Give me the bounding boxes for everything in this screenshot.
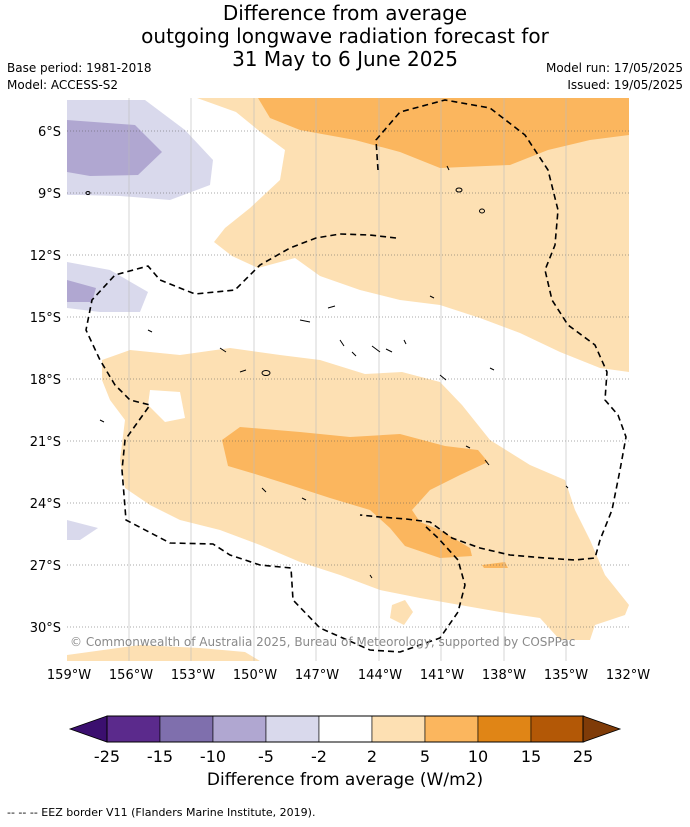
lat-label: 6°S (38, 125, 61, 140)
lon-label: 150°W (233, 668, 277, 683)
white-gap (148, 390, 185, 422)
positive-anomaly-southwest (67, 645, 260, 661)
colorbar-box (424, 715, 479, 743)
colorbar-tick: 25 (573, 747, 593, 766)
colorbar-tick: -2 (311, 747, 327, 766)
colorbar-tick: 10 (468, 747, 488, 766)
graticule-meridians (128, 98, 567, 661)
lon-label: 132°W (606, 668, 650, 683)
colorbar-tick: -25 (94, 747, 120, 766)
colorbar-box (371, 715, 426, 743)
eez-border-north (359, 99, 627, 561)
lon-label: 153°W (171, 668, 215, 683)
lat-label: 15°S (30, 311, 61, 326)
colorbar-min-arrow (68, 715, 108, 743)
model-run: Model run: 17/05/2025 (545, 61, 683, 75)
colorbar-label: Difference from average (W/m2) (206, 770, 484, 790)
issued-date: Issued: 19/05/2025 (567, 78, 683, 92)
title-line-2: outgoing longwave radiation forecast for (141, 24, 549, 48)
colorbar-tick: -10 (200, 747, 226, 766)
colorbar-tick: -5 (258, 747, 274, 766)
eez-border-west (85, 233, 466, 653)
graticule (67, 130, 629, 628)
positive-anomaly-small-core (482, 562, 508, 568)
lon-label: 156°W (109, 668, 153, 683)
lon-label: 138°W (482, 668, 526, 683)
lat-label: 30°S (30, 621, 61, 636)
lat-label: 24°S (30, 497, 61, 512)
colorbar-box (212, 715, 267, 743)
positive-anomaly-north (197, 98, 629, 372)
colorbar-tick: -15 (147, 747, 173, 766)
copyright-text: © Commonwealth of Australia 2025, Bureau… (70, 635, 575, 649)
negative-anomaly-region-3 (67, 520, 98, 540)
title-line-3: 31 May to 6 June 2025 (232, 47, 458, 71)
colorbar-tick: 2 (367, 747, 377, 766)
base-period: Base period: 1981-2018 (7, 61, 152, 75)
lat-label: 18°S (30, 373, 61, 388)
title-line-1: Difference from average (222, 1, 468, 25)
lat-label: 9°S (38, 187, 61, 202)
map-area: © Commonwealth of Australia 2025, Bureau… (67, 98, 629, 661)
colorbar-box (106, 715, 161, 743)
positive-anomaly-south-core (222, 427, 488, 558)
lat-label: 12°S (30, 249, 61, 264)
colorbar-ticks: -25 -15 -10 -5 -2 2 5 10 15 25 (94, 747, 593, 766)
colorbar-max-arrow (582, 715, 622, 743)
colorbar-box (477, 715, 532, 743)
colorbar-outline (106, 715, 584, 743)
colorbar-tick: 15 (521, 747, 541, 766)
colorbar-tick: 5 (420, 747, 430, 766)
lon-label: 159°W (47, 668, 91, 683)
positive-anomaly-north-core (258, 98, 629, 168)
lat-label: 27°S (30, 559, 61, 574)
longitude-labels: 159°W 156°W 153°W 150°W 147°W 144°W 141°… (47, 668, 650, 683)
eez-legend: -- -- -- EEZ border V11 (Flanders Marine… (7, 806, 316, 819)
lon-label: 147°W (295, 668, 339, 683)
colorbar-box (159, 715, 214, 743)
colorbar-box (265, 715, 320, 743)
negative-anomaly-core-2 (67, 280, 96, 302)
colorbar (68, 715, 622, 743)
island-outlines (85, 165, 569, 579)
lon-label: 144°W (358, 668, 402, 683)
negative-anomaly-core (67, 120, 162, 176)
model-name: Model: ACCESS-S2 (7, 78, 119, 92)
lon-label: 135°W (544, 668, 588, 683)
colorbar-box (530, 715, 585, 743)
colorbar-box (318, 715, 373, 743)
positive-anomaly-island (390, 600, 413, 625)
lon-label: 141°W (420, 668, 464, 683)
lat-label: 21°S (30, 435, 61, 450)
latitude-labels: 6°S 9°S 12°S 15°S 18°S 21°S 24°S 27°S 30… (30, 125, 61, 636)
